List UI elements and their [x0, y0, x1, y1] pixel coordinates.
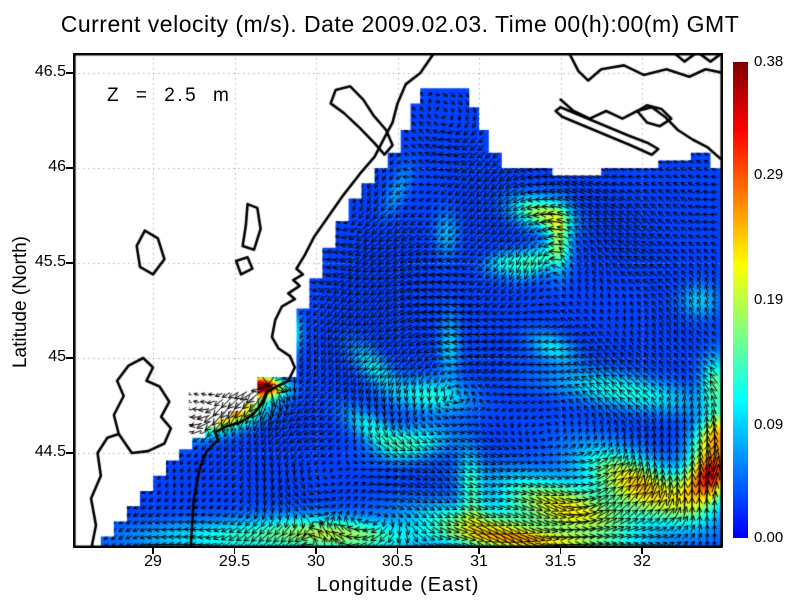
x-tick-mark: [641, 548, 643, 554]
colorbar-tick-label: 0.19: [754, 291, 784, 308]
y-tick-mark: [66, 452, 73, 454]
x-tick-label: 32: [633, 553, 651, 570]
x-tick-mark: [478, 548, 480, 554]
x-tick-label: 29.5: [218, 553, 251, 570]
y-tick-mark: [66, 72, 73, 74]
x-tick-label: 29: [144, 553, 162, 570]
velocity-map-canvas: [73, 53, 723, 548]
y-axis-label: Latitude (North): [10, 236, 31, 369]
x-tick-mark: [396, 548, 399, 554]
x-tick-label: 30: [307, 553, 325, 570]
y-tick-mark: [66, 167, 73, 169]
x-tick-mark: [315, 548, 317, 554]
y-tick-label: 45.5: [34, 253, 66, 270]
y-tick-label: 45: [48, 348, 66, 365]
x-tick-mark: [559, 548, 562, 554]
y-tick-label: 46.5: [34, 63, 66, 80]
colorbar-tick-label: 0.38: [754, 53, 784, 70]
x-tick-label: 31: [470, 553, 488, 570]
x-tick-label: 30.5: [381, 553, 414, 570]
x-tick-mark: [233, 548, 236, 554]
y-tick-mark: [66, 357, 73, 359]
chart-title: Current velocity (m/s). Date 2009.02.03.…: [60, 11, 740, 37]
y-tick-label: 46: [48, 158, 66, 175]
colorbar-tick-label: 0.29: [754, 165, 784, 183]
x-tick-label: 31.5: [544, 553, 577, 570]
x-tick-mark: [152, 548, 154, 554]
depth-annotation: Z = 2.5 m: [107, 85, 232, 106]
colorbar: [733, 62, 748, 538]
y-tick-mark: [66, 262, 73, 264]
x-axis-label: Longitude (East): [316, 574, 480, 596]
colorbar-tick-label: 0.09: [754, 416, 784, 434]
colorbar-tick-label: 0.00: [754, 529, 784, 546]
y-tick-label: 44.5: [34, 443, 66, 460]
